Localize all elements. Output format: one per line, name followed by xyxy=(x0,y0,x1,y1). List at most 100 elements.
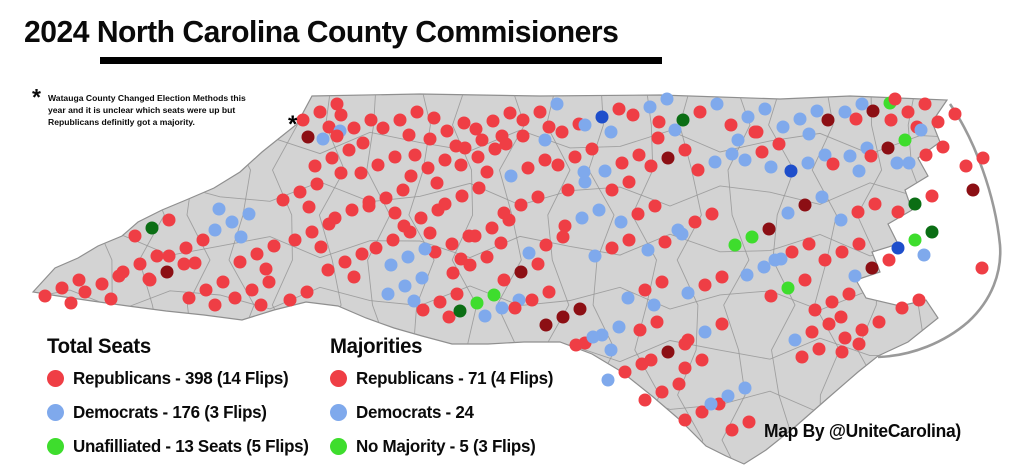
seat-dot xyxy=(948,107,962,121)
seat-dot xyxy=(410,105,424,119)
seat-dot xyxy=(740,268,754,282)
seat-dot xyxy=(276,193,290,207)
seat-dot xyxy=(104,292,118,306)
seat-dot xyxy=(480,250,494,264)
seat-dot xyxy=(902,156,916,170)
seat-dot xyxy=(345,203,359,217)
seat-dot xyxy=(788,333,802,347)
seat-dot xyxy=(160,265,174,279)
seat-dot xyxy=(328,211,342,225)
seat-dot xyxy=(208,223,222,237)
seat-dot xyxy=(672,377,686,391)
seat-dot xyxy=(668,123,682,137)
seat-dot xyxy=(725,423,739,437)
seat-dot xyxy=(815,190,829,204)
seat-dot xyxy=(604,125,618,139)
legend-label: Democrats - 176 (3 Flips) xyxy=(73,402,267,422)
legend-majorities: Majorities Republicans - 71 (4 Flips) De… xyxy=(330,335,559,470)
seat-dot xyxy=(818,253,832,267)
seat-dot xyxy=(573,302,587,316)
seat-dot xyxy=(784,164,798,178)
seat-dot xyxy=(288,233,302,247)
seat-dot xyxy=(705,207,719,221)
seat-dot xyxy=(551,158,565,172)
seat-dot xyxy=(468,229,482,243)
seat-dot xyxy=(342,143,356,157)
map-credit: Map By @UniteCarolina) xyxy=(764,421,961,441)
seat-dot xyxy=(936,140,950,154)
seat-dot xyxy=(633,323,647,337)
seat-dot xyxy=(855,323,869,337)
legend-row-democrats-total: Democrats - 176 (3 Flips) xyxy=(47,402,316,423)
seat-dot xyxy=(748,125,762,139)
republican-dot-icon xyxy=(330,370,347,387)
seat-dot xyxy=(262,275,276,289)
legend-total-title: Total Seats xyxy=(47,335,151,358)
seat-dot xyxy=(925,225,939,239)
seat-dot xyxy=(691,163,705,177)
seat-dot xyxy=(177,257,191,271)
seat-dot xyxy=(698,278,712,292)
seat-dot xyxy=(890,156,904,170)
seat-dot xyxy=(445,237,459,251)
seat-dot xyxy=(457,116,471,130)
seat-dot xyxy=(715,270,729,284)
seat-dot xyxy=(785,245,799,259)
seat-dot xyxy=(438,197,452,211)
seat-dot xyxy=(764,289,778,303)
seat-dot xyxy=(762,222,776,236)
legend-label: Democrats - 24 xyxy=(356,402,474,422)
seat-dot xyxy=(208,298,222,312)
seat-dot xyxy=(242,207,256,221)
seat-dot xyxy=(834,310,848,324)
seat-dot xyxy=(724,118,738,132)
legend-row-democrats-majority: Democrats - 24 xyxy=(330,402,559,423)
seat-dot xyxy=(362,199,376,213)
seat-dot xyxy=(430,176,444,190)
seat-dot xyxy=(592,203,606,217)
seat-dot xyxy=(364,113,378,127)
seat-dot xyxy=(648,199,662,213)
seat-dot xyxy=(821,113,835,127)
seat-dot xyxy=(621,291,635,305)
seat-dot xyxy=(864,149,878,163)
seat-dot xyxy=(742,415,756,429)
seat-dot xyxy=(542,120,556,134)
seat-dot xyxy=(55,281,69,295)
seat-dot xyxy=(843,149,857,163)
seat-dot xyxy=(313,105,327,119)
seat-dot xyxy=(418,242,432,256)
seat-dot xyxy=(838,331,852,345)
seat-dot xyxy=(143,273,157,287)
seat-dot xyxy=(661,345,675,359)
seat-dot xyxy=(605,183,619,197)
seat-dot xyxy=(812,342,826,356)
seat-dot xyxy=(688,215,702,229)
commissioner-seat-dots xyxy=(38,92,990,437)
seat-dot xyxy=(888,92,902,106)
seat-dot xyxy=(561,183,575,197)
seat-dot xyxy=(882,253,896,267)
seat-dot xyxy=(638,393,652,407)
seat-dot xyxy=(578,118,592,132)
seat-dot xyxy=(440,124,454,138)
seat-dot xyxy=(908,233,922,247)
seat-dot xyxy=(655,385,669,399)
seat-dot xyxy=(865,261,879,275)
seat-dot xyxy=(539,238,553,252)
seat-dot xyxy=(488,142,502,156)
seat-dot xyxy=(738,153,752,167)
seat-dot xyxy=(851,205,865,219)
seat-dot xyxy=(531,190,545,204)
seat-dot xyxy=(768,253,782,267)
seat-dot xyxy=(660,92,674,106)
seat-dot xyxy=(919,148,933,162)
seat-dot xyxy=(446,266,460,280)
seat-dot xyxy=(455,189,469,203)
seat-dot xyxy=(408,148,422,162)
seat-dot xyxy=(433,295,447,309)
seat-dot xyxy=(525,293,539,307)
democrat-dot-icon xyxy=(47,404,64,421)
seat-dot xyxy=(757,260,771,274)
